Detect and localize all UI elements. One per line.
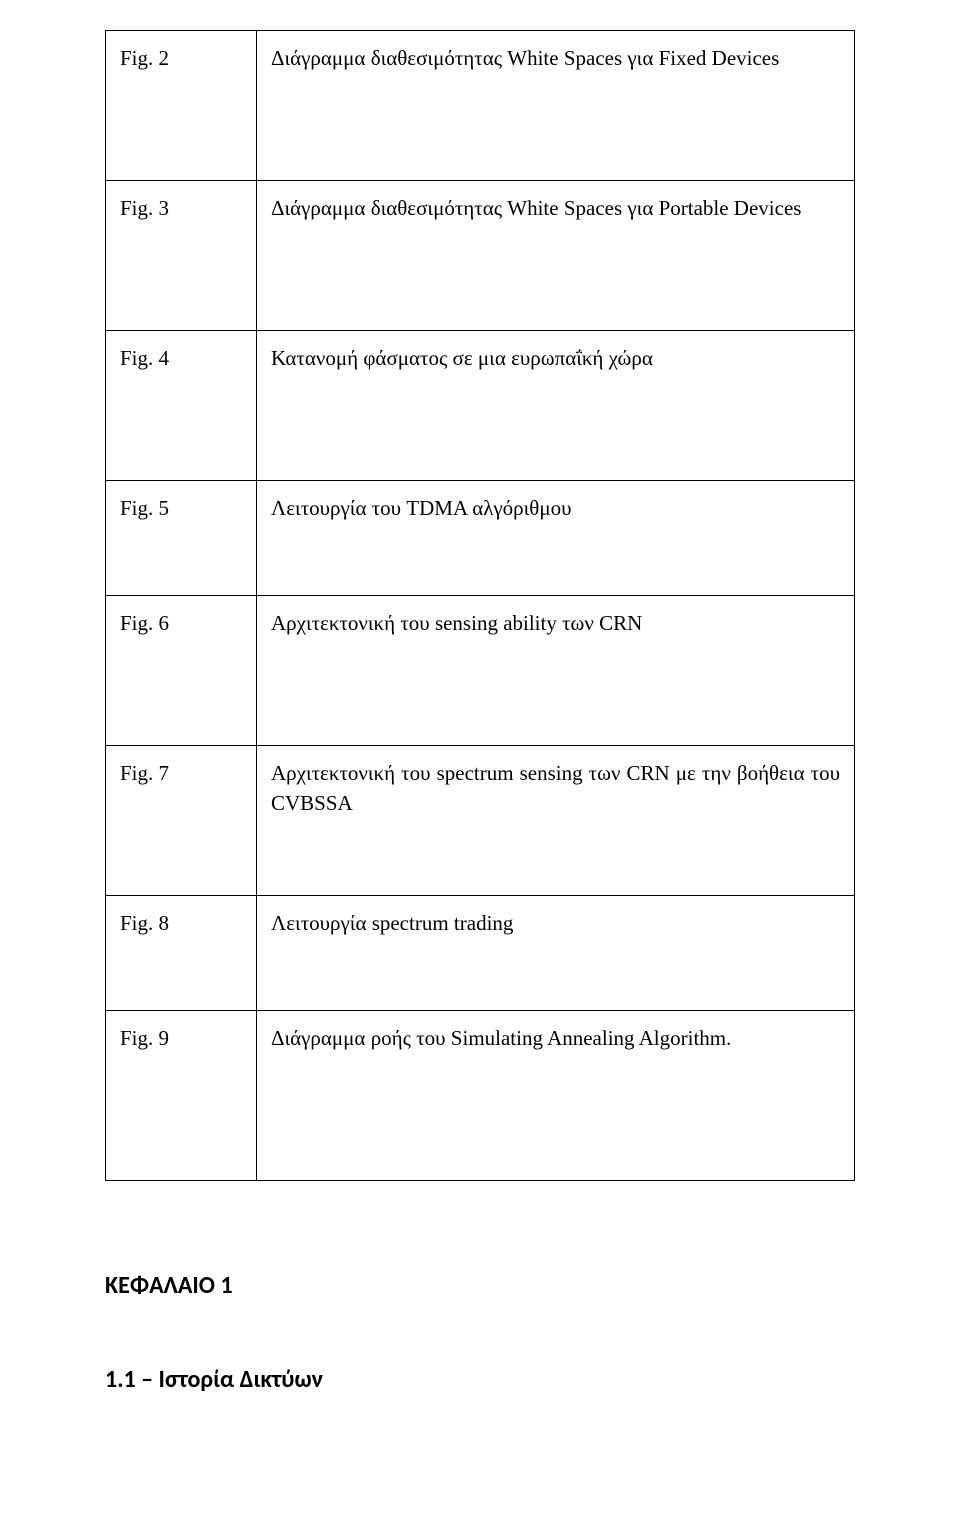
figure-label: Fig. 4 [106, 331, 257, 481]
figure-label: Fig. 6 [106, 596, 257, 746]
figure-description: Διάγραμμα διαθεσιμότητας White Spaces γι… [257, 31, 855, 181]
section-heading: 1.1 – Ιστορία Δικτύων [105, 1365, 855, 1394]
table-row: Fig. 3Διάγραμμα διαθεσιμότητας White Spa… [106, 181, 855, 331]
figure-list-body: Fig. 2Διάγραμμα διαθεσιμότητας White Spa… [106, 31, 855, 1181]
figure-label: Fig. 3 [106, 181, 257, 331]
figure-label: Fig. 2 [106, 31, 257, 181]
table-row: Fig. 5Λειτουργία του TDMA αλγόριθμου [106, 481, 855, 596]
table-row: Fig. 9Διάγραμμα ροής του Simulating Anne… [106, 1011, 855, 1181]
chapter-heading: ΚΕΦΑΛΑΙΟ 1 [105, 1271, 855, 1300]
figure-label: Fig. 5 [106, 481, 257, 596]
table-row: Fig. 7Αρχιτεκτονική του spectrum sensing… [106, 746, 855, 896]
figure-label: Fig. 7 [106, 746, 257, 896]
figure-description: Διάγραμμα ροής του Simulating Annealing … [257, 1011, 855, 1181]
figure-description: Λειτουργία του TDMA αλγόριθμου [257, 481, 855, 596]
table-row: Fig. 2Διάγραμμα διαθεσιμότητας White Spa… [106, 31, 855, 181]
figure-label: Fig. 8 [106, 896, 257, 1011]
figure-description: Αρχιτεκτονική του sensing ability των CR… [257, 596, 855, 746]
figure-description: Κατανομή φάσματος σε μια ευρωπαΐκή χώρα [257, 331, 855, 481]
figure-label: Fig. 9 [106, 1011, 257, 1181]
table-row: Fig. 6Αρχιτεκτονική του sensing ability … [106, 596, 855, 746]
table-row: Fig. 8Λειτουργία spectrum trading [106, 896, 855, 1011]
table-row: Fig. 4Κατανομή φάσματος σε μια ευρωπαΐκή… [106, 331, 855, 481]
figure-list-table: Fig. 2Διάγραμμα διαθεσιμότητας White Spa… [105, 30, 855, 1181]
figure-description: Διάγραμμα διαθεσιμότητας White Spaces γι… [257, 181, 855, 331]
figure-description: Αρχιτεκτονική του spectrum sensing των C… [257, 746, 855, 896]
figure-description: Λειτουργία spectrum trading [257, 896, 855, 1011]
